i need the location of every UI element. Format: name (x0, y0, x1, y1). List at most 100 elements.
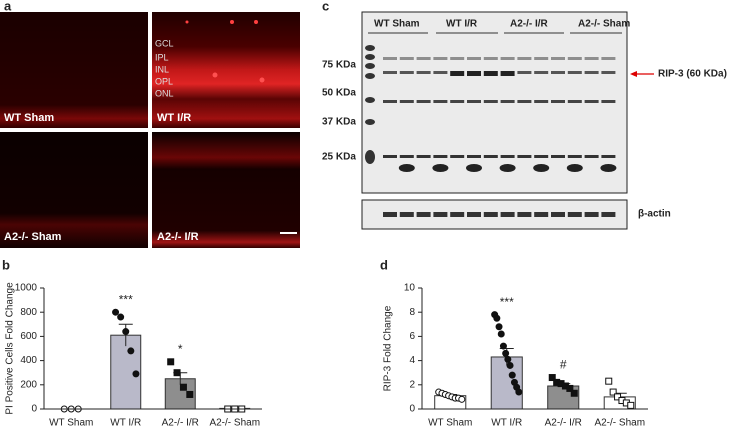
band (601, 155, 616, 158)
data-point (614, 393, 622, 401)
data-point (609, 388, 617, 396)
image-label: WT I/R (157, 112, 191, 124)
band (517, 212, 532, 217)
band (432, 164, 449, 172)
band (383, 155, 397, 158)
band (416, 100, 431, 103)
data-point (132, 370, 140, 378)
group-label: WT I/R (446, 19, 478, 30)
y-tick-label: 0 (31, 404, 37, 415)
band (399, 212, 414, 217)
data-point (627, 401, 635, 409)
band (534, 57, 549, 60)
band (534, 100, 549, 103)
cell (185, 20, 189, 24)
band (399, 155, 414, 158)
band (416, 212, 431, 217)
band (450, 212, 465, 217)
band (551, 57, 565, 60)
y-tick-label: 200 (20, 379, 37, 390)
target-label: RIP-3 (60 KDa) (658, 69, 727, 80)
data-point (167, 358, 175, 366)
band (467, 57, 481, 60)
data-point (515, 388, 523, 396)
y-tick-label: 0 (409, 404, 415, 415)
panel-label: d (380, 257, 388, 272)
band (467, 71, 481, 76)
image-label: A2-/- I/R (157, 231, 199, 243)
x-tick-label: WT Sham (49, 418, 93, 427)
data-point (508, 371, 516, 379)
data-point (186, 390, 194, 398)
band (483, 212, 498, 217)
band (483, 100, 498, 103)
band (551, 212, 565, 217)
annotation: *** (119, 292, 133, 306)
image-label: A2-/- Sham (4, 231, 62, 243)
band (517, 71, 532, 74)
band (433, 57, 448, 60)
band (467, 212, 481, 217)
micrograph (152, 12, 300, 128)
x-tick-label: A2-/- I/R (545, 418, 582, 427)
layer-label: INL (155, 64, 169, 74)
band (500, 100, 515, 103)
y-tick-label: 10 (404, 283, 416, 294)
group-label: WT Sham (374, 19, 420, 30)
ladder-band (365, 119, 375, 125)
y-axis-label: RIP-3 Fold Change (383, 305, 394, 391)
band (551, 71, 565, 74)
band (416, 71, 431, 74)
band (584, 212, 599, 217)
band (601, 100, 616, 103)
band (517, 57, 532, 60)
band (450, 155, 465, 158)
bar (110, 334, 142, 410)
band (551, 100, 565, 103)
band (483, 57, 498, 60)
data-point (122, 328, 130, 336)
band (534, 155, 549, 158)
cell (259, 77, 265, 83)
band (566, 164, 583, 172)
band (416, 155, 431, 158)
data-point (179, 383, 187, 391)
panel-label: a (4, 0, 12, 13)
band (534, 212, 549, 217)
data-point (548, 374, 556, 382)
band (433, 100, 448, 103)
data-point (502, 349, 510, 357)
micrograph (0, 12, 148, 128)
data-point (112, 308, 120, 316)
band (567, 212, 582, 217)
y-tick-label: 6 (409, 331, 415, 342)
data-point (458, 395, 466, 403)
size-marker: 50 KDa (322, 88, 356, 99)
band (567, 71, 582, 74)
annotation: # (560, 358, 567, 372)
y-tick-label: 1000 (15, 283, 38, 294)
x-tick-label: WT I/R (491, 418, 522, 427)
data-point (493, 314, 501, 322)
y-tick-label: 8 (409, 307, 415, 318)
annotation: * (178, 342, 183, 356)
micrograph (152, 132, 300, 248)
y-tick-label: 800 (20, 307, 37, 318)
micrograph (0, 132, 148, 248)
band (500, 155, 515, 158)
band (500, 71, 515, 76)
band (399, 100, 414, 103)
band (601, 57, 616, 60)
band (450, 57, 465, 60)
size-marker: 37 KDa (322, 117, 356, 128)
layer-label: ONL (155, 88, 174, 98)
x-tick-label: WT I/R (110, 418, 141, 427)
ladder-band (365, 150, 375, 164)
band (467, 100, 481, 103)
data-point (570, 389, 578, 397)
band (567, 155, 582, 158)
data-point (499, 342, 507, 350)
y-tick-label: 4 (409, 355, 415, 366)
error-bar (118, 323, 133, 347)
